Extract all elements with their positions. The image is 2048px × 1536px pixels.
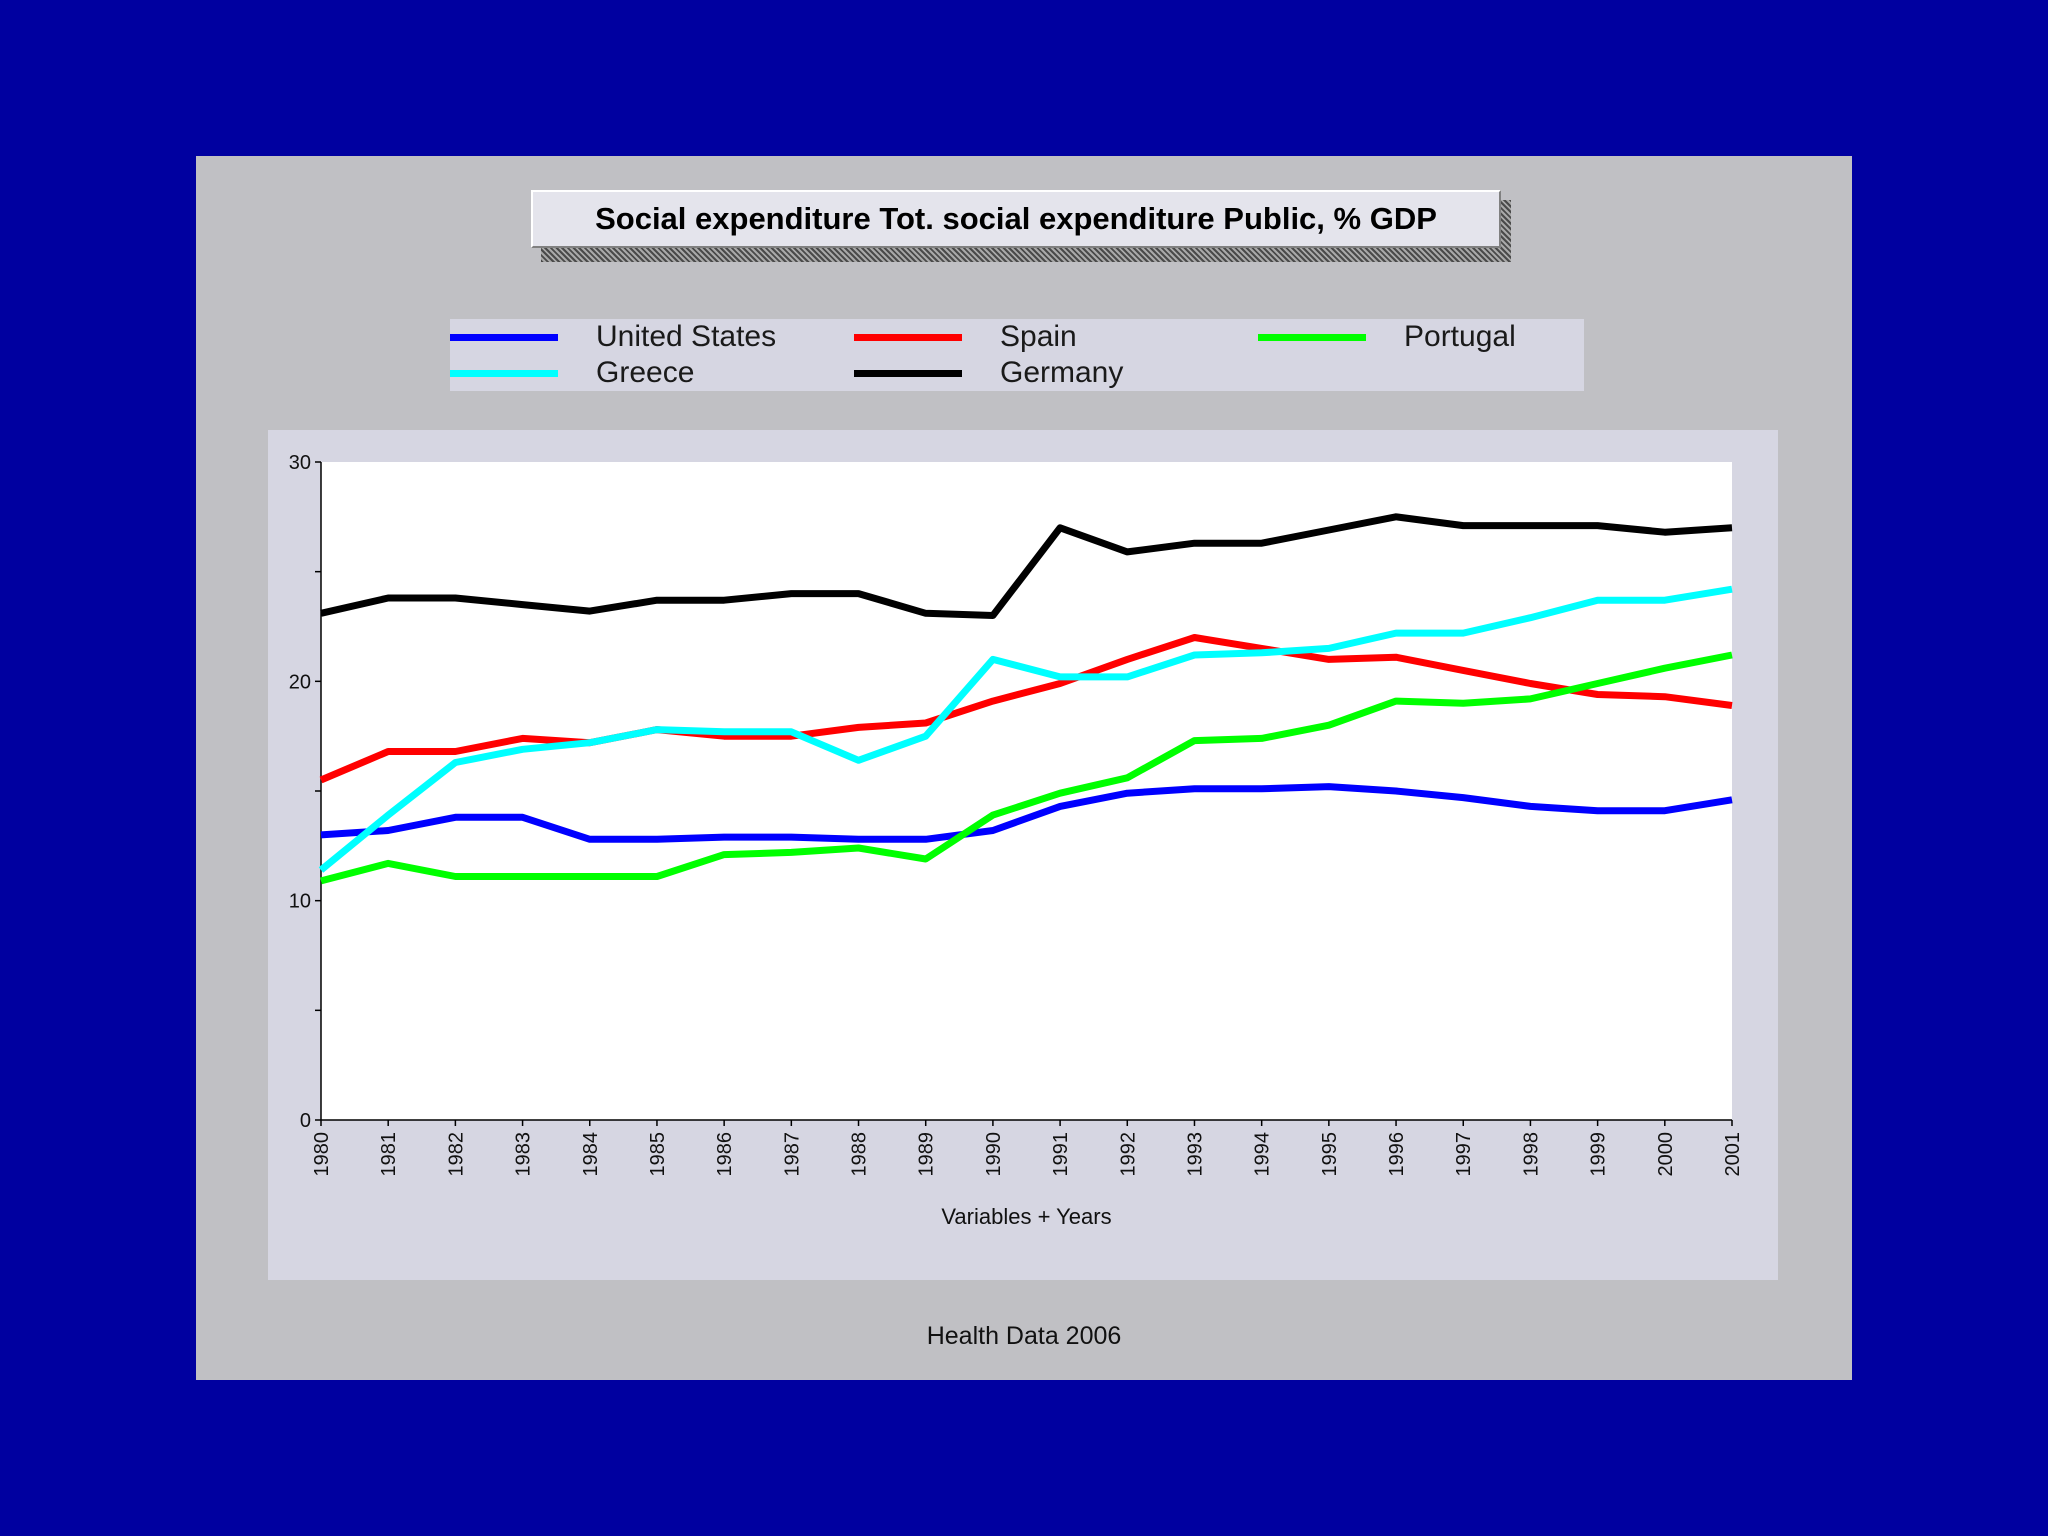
x-tick-label: 1994	[1252, 1132, 1274, 1177]
legend-item-greece: Greece	[450, 356, 694, 390]
x-tick-label: 1982	[445, 1132, 467, 1177]
y-tick-label: 30	[289, 452, 311, 474]
x-tick-label: 1997	[1453, 1132, 1475, 1177]
x-tick-label: 1992	[1117, 1132, 1139, 1177]
legend-label: Greece	[596, 356, 695, 389]
x-tick-label: 2001	[1722, 1132, 1744, 1177]
legend-swatch	[450, 333, 558, 341]
legend-swatch	[1258, 333, 1366, 341]
x-tick-label: 1981	[378, 1132, 400, 1177]
legend-item-united-states: United States	[450, 320, 776, 354]
legend-label: Portugal	[1404, 320, 1516, 353]
chart-title: Social expenditure Tot. social expenditu…	[531, 190, 1501, 248]
series-line-greece	[318, 585, 1733, 873]
legend-label: United States	[596, 320, 777, 353]
x-tick-label: 1983	[513, 1132, 535, 1177]
line-chart: 0 10 20 30 1980 1981 1982 1983 1984 1985 1986 1987 1…	[289, 452, 1744, 1229]
x-tick-label: 1987	[781, 1132, 803, 1177]
x-tick-label: 1995	[1319, 1132, 1341, 1177]
plot-area: 0 10 20 30 1980 1981 1982 1983 1984 1985 1986 1987 1…	[268, 430, 1778, 1280]
plot-background	[321, 462, 1732, 1120]
legend-item-spain: Spain	[854, 320, 1077, 354]
x-tick-label: 1993	[1184, 1132, 1206, 1177]
x-tick-label: 1998	[1520, 1132, 1542, 1177]
series-line-united-states	[320, 783, 1733, 843]
y-tick-label: 20	[289, 671, 311, 693]
legend-swatch	[854, 333, 962, 341]
legend-swatch	[450, 369, 558, 377]
x-tick-label: 1996	[1386, 1132, 1408, 1177]
legend-label: Germany	[1000, 356, 1124, 389]
x-tick-label: 1999	[1588, 1132, 1610, 1177]
legend-label: Spain	[1000, 320, 1077, 353]
legend-item-germany: Germany	[854, 356, 1123, 390]
x-tick-label: 1988	[849, 1132, 871, 1177]
source-note: Health Data 2006	[926, 1322, 1122, 1350]
x-tick-label: 1989	[916, 1132, 938, 1177]
x-axis-label: Variables + Years	[941, 1204, 1111, 1229]
y-tick-label: 0	[300, 1110, 311, 1132]
x-tick-label: 1985	[647, 1132, 669, 1177]
legend: United States Spain Portugal Greece Germ…	[450, 319, 1584, 391]
legend-swatch	[854, 369, 962, 377]
x-tick-label: 1986	[714, 1132, 736, 1177]
series-line-germany	[320, 513, 1733, 619]
x-tick-label: 2000	[1655, 1132, 1677, 1177]
x-tick-label: 1991	[1050, 1132, 1072, 1177]
x-tick-label: 1980	[311, 1132, 333, 1177]
x-tick-label: 1984	[580, 1132, 602, 1177]
chart-panel: Social expenditure Tot. social expenditu…	[196, 156, 1852, 1380]
x-tick-label: 1990	[983, 1132, 1005, 1177]
y-tick-label: 10	[289, 891, 311, 913]
series-line-portugal	[320, 651, 1733, 885]
series-line-spain	[319, 634, 1733, 784]
legend-item-portugal: Portugal	[1258, 320, 1516, 354]
